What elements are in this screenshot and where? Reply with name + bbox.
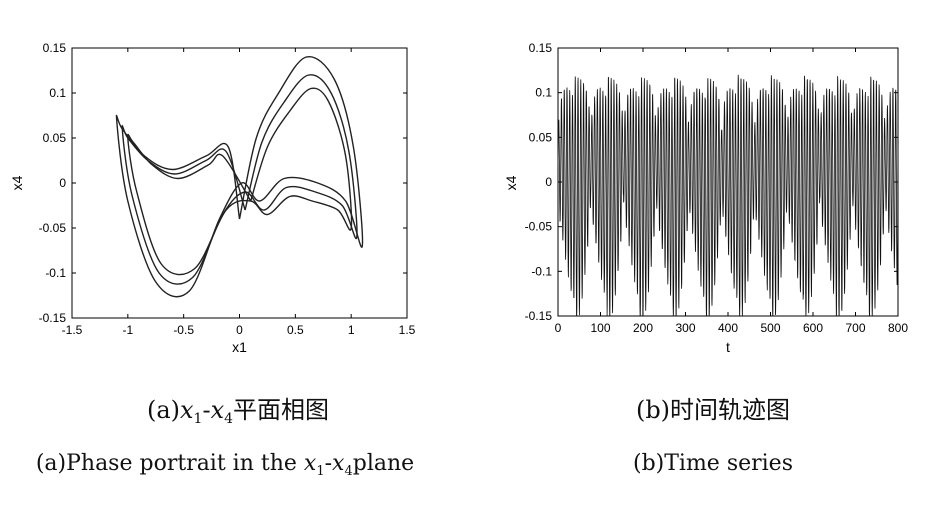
y-tick-label: 0 bbox=[59, 176, 66, 190]
caption-b-en: (b)Time series bbox=[633, 451, 793, 476]
y-tick-label: 0 bbox=[545, 175, 552, 189]
x-tick-label: 1 bbox=[348, 323, 355, 337]
y-tick-label: -0.05 bbox=[525, 220, 553, 234]
panel-b-x-label: t bbox=[726, 339, 730, 355]
panel-a-x-ticks: -1.5 -1 -0.5 0 0.5 1 1.5 bbox=[62, 48, 416, 337]
y-tick-label: 0.1 bbox=[49, 86, 66, 100]
y-tick-label: 0.05 bbox=[529, 130, 553, 144]
panel-b-y-label: x4 bbox=[503, 175, 519, 190]
time-series-x4 bbox=[557, 74, 899, 317]
panel-b: 0 100 200 300 400 500 600 700 800 0.150.10.050-0… bbox=[503, 41, 908, 355]
x-tick-label: 800 bbox=[888, 321, 908, 335]
phase-orbit-2 bbox=[121, 74, 358, 285]
x-tick-label: 0 bbox=[236, 323, 243, 337]
x-tick-label: 500 bbox=[760, 321, 780, 335]
caption-a-cn: (a)x1-x4平面相图 bbox=[147, 396, 329, 427]
y-tick-label: 0.15 bbox=[529, 41, 553, 55]
phase-orbit-1 bbox=[115, 55, 364, 298]
y-tick-label: 0.05 bbox=[43, 131, 67, 145]
x-tick-label: 300 bbox=[675, 321, 695, 335]
panel-a: -1.5 -1 -0.5 0 0.5 1 1.5 0.15 0.1 0.05 0 -0.05 -0.1… bbox=[9, 41, 416, 355]
panel-a-y-ticks: 0.15 0.1 0.05 0 -0.05 -0.1 -0.15 bbox=[39, 41, 407, 325]
y-tick-label: -0.15 bbox=[39, 311, 67, 325]
panel-a-x-label: x1 bbox=[232, 339, 247, 355]
x-tick-label: 100 bbox=[590, 321, 610, 335]
x-tick-label: 600 bbox=[803, 321, 823, 335]
panel-b-series bbox=[557, 74, 899, 317]
y-tick-label: -0.1 bbox=[531, 264, 552, 278]
panel-a-axes-box bbox=[71, 47, 408, 319]
x-tick-label: -1 bbox=[122, 323, 133, 337]
x-tick-label: 200 bbox=[633, 321, 653, 335]
phase-orbit-3 bbox=[127, 87, 353, 276]
panel-b-x-ticks: 0 100 200 300 400 500 600 700 800 bbox=[555, 48, 908, 335]
x-tick-label: -0.5 bbox=[173, 323, 194, 337]
y-tick-label: -0.15 bbox=[525, 309, 553, 323]
y-tick-label: 0.1 bbox=[535, 86, 552, 100]
x-tick-label: 700 bbox=[845, 321, 865, 335]
panel-b-y-ticks: 0.15 0.1 0.05 0 -0.05 -0.1 -0.15 bbox=[525, 41, 898, 323]
x-tick-label: 1.5 bbox=[399, 323, 416, 337]
caption-a-en: (a)Phase portrait in the x1-x4plane bbox=[36, 451, 414, 479]
panel-a-series bbox=[115, 55, 364, 298]
y-tick-label: 0.15 bbox=[43, 41, 67, 55]
panel-a-y-label: x4 bbox=[9, 175, 25, 190]
y-tick-label: -0.1 bbox=[45, 266, 66, 280]
x-tick-label: 400 bbox=[718, 321, 738, 335]
caption-b-cn: (b)时间轨迹图 bbox=[636, 396, 790, 424]
x-tick-label: 0 bbox=[555, 321, 562, 335]
x-tick-label: 0.5 bbox=[287, 323, 304, 337]
x-tick-label: -1.5 bbox=[62, 323, 83, 337]
y-tick-label: -0.05 bbox=[39, 221, 67, 235]
